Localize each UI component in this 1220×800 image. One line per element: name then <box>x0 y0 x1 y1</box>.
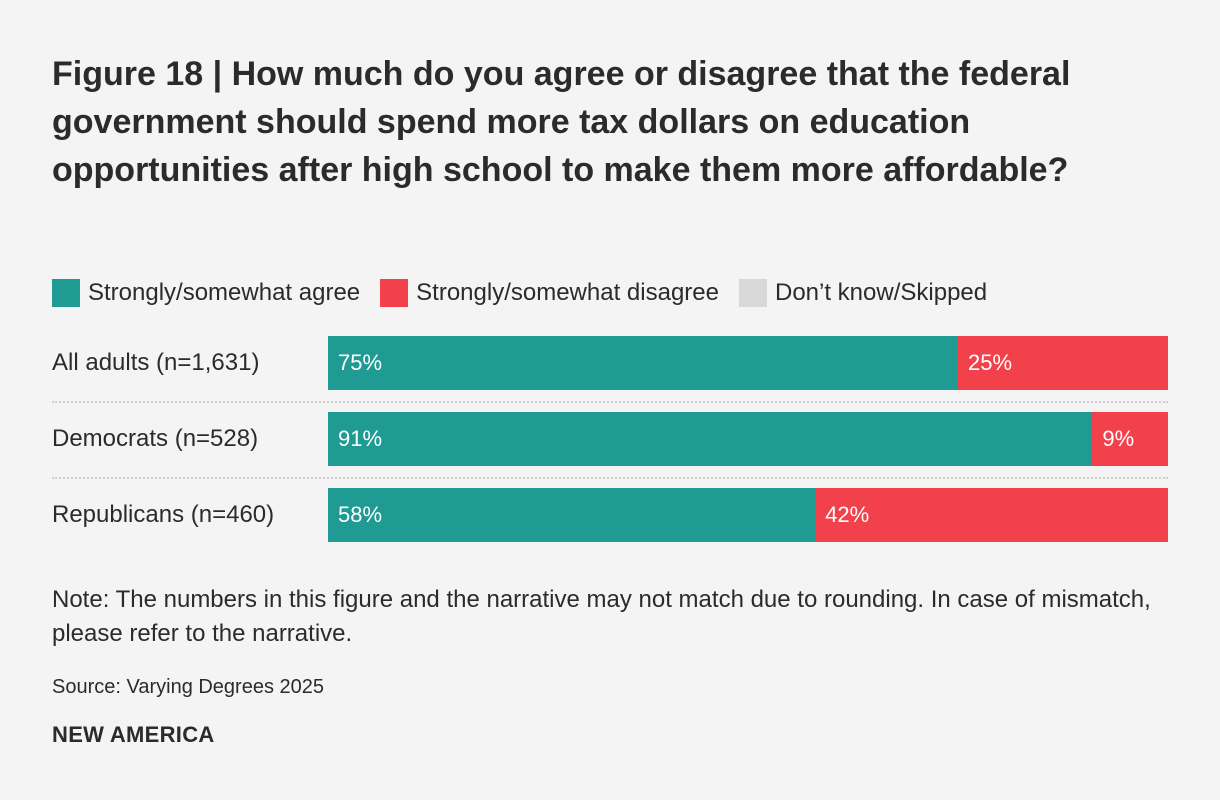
data-label: 25% <box>968 350 1012 376</box>
legend-swatch-disagree <box>380 279 408 307</box>
row-divider <box>52 477 1168 479</box>
legend-label-disagree: Strongly/somewhat disagree <box>416 279 719 307</box>
stacked-bar-chart: All adults (n=1,631) 75% 25% Democrats (n=5… <box>0 336 1220 548</box>
legend-item-disagree: Strongly/somewhat disagree <box>380 279 719 307</box>
category-label: All adults (n=1,631) <box>52 336 322 390</box>
data-label: 58% <box>338 502 382 528</box>
legend-swatch-agree <box>52 279 80 307</box>
bar-track: 58% 42% <box>328 488 1168 542</box>
data-label: 91% <box>338 426 382 452</box>
bar-segment: 42% <box>815 488 1168 542</box>
figure-source: Source: Varying Degrees 2025 <box>52 676 324 699</box>
legend-item-dont-know: Don’t know/Skipped <box>739 279 987 307</box>
category-label: Republicans (n=460) <box>52 488 322 542</box>
brand-wordmark: NEW AMERICA <box>52 722 215 748</box>
bar-track: 75% 25% <box>328 336 1168 390</box>
bar-segment: 75% <box>328 336 958 390</box>
category-label: Democrats (n=528) <box>52 412 322 466</box>
legend-swatch-dont-know <box>739 279 767 307</box>
legend-label-dont-know: Don’t know/Skipped <box>775 279 987 307</box>
bar-segment: 58% <box>328 488 815 542</box>
figure-title: Figure 18 | How much do you agree or dis… <box>52 50 1182 194</box>
bar-track: 91% 9% <box>328 412 1168 466</box>
row-divider <box>52 401 1168 403</box>
bar-segment: 25% <box>958 336 1168 390</box>
bar-segment: 9% <box>1092 412 1168 466</box>
figure-note: Note: The numbers in this figure and the… <box>52 583 1162 651</box>
legend-label-agree: Strongly/somewhat agree <box>88 279 360 307</box>
chart-legend: Strongly/somewhat agree Strongly/somewha… <box>52 276 987 310</box>
data-label: 75% <box>338 350 382 376</box>
data-label: 9% <box>1102 426 1134 452</box>
legend-item-agree: Strongly/somewhat agree <box>52 279 360 307</box>
data-label: 42% <box>825 502 869 528</box>
bar-segment: 91% <box>328 412 1092 466</box>
